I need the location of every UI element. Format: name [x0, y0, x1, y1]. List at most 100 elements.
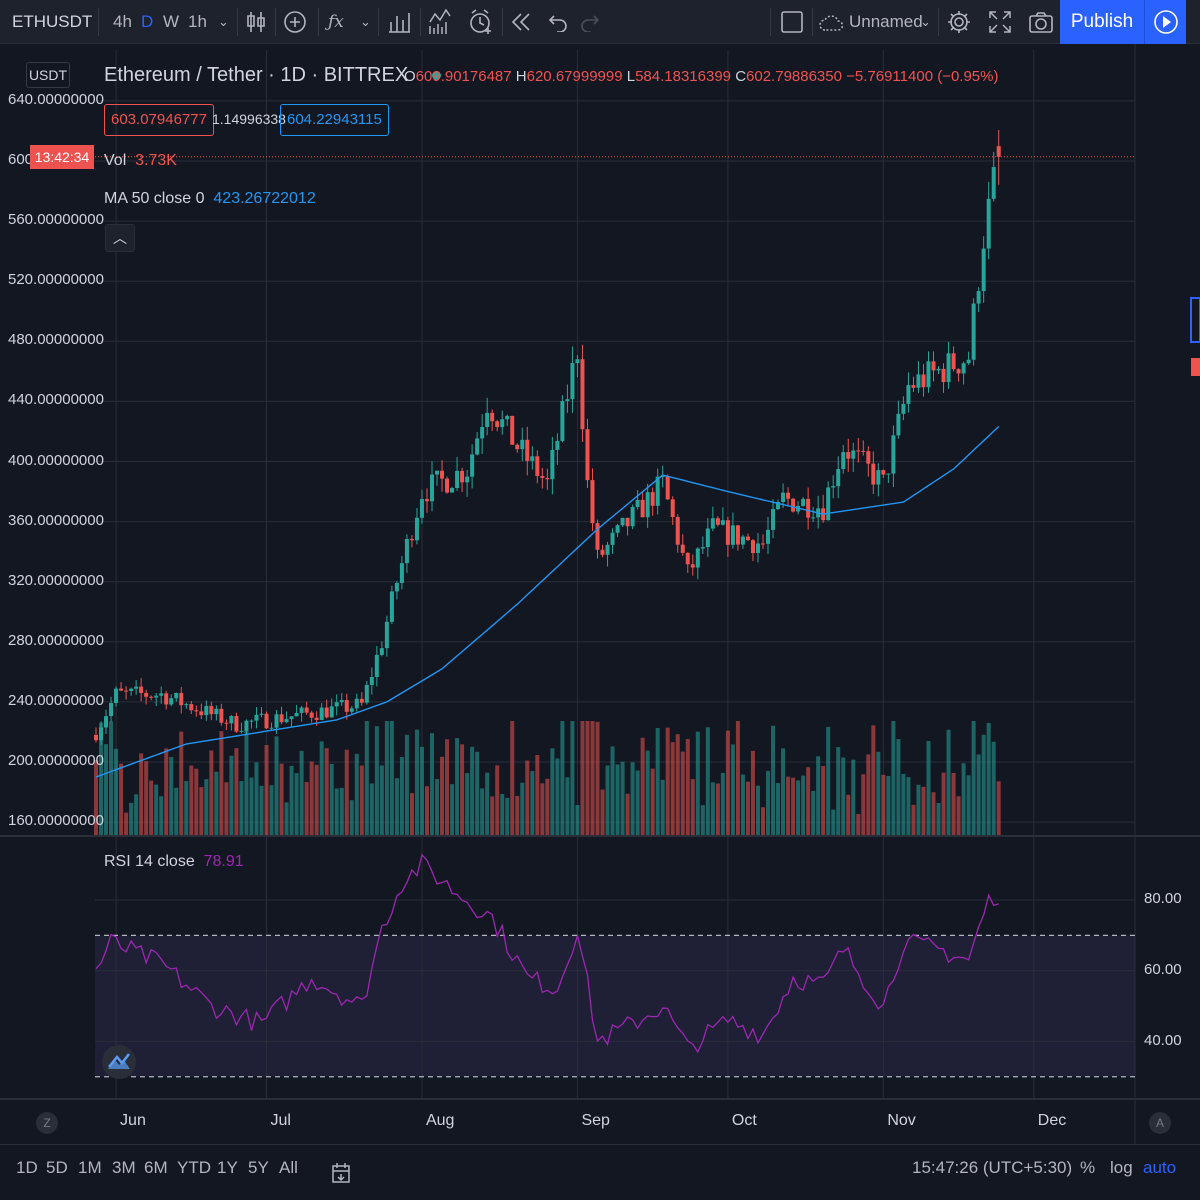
candle-body — [134, 686, 139, 689]
candle-body — [670, 499, 675, 518]
interval-w[interactable]: W — [163, 12, 180, 31]
candle-body — [450, 488, 455, 493]
camera-icon[interactable] — [1028, 10, 1054, 34]
candle-body — [705, 528, 710, 548]
sell-price-box[interactable]: 603.07946777 — [104, 104, 214, 136]
toolbar-divider — [378, 8, 379, 36]
rsi-legend[interactable]: RSI 14 close 78.91 — [104, 853, 244, 870]
interval-1h[interactable]: 1h — [188, 12, 207, 31]
indicators-dropdown-icon[interactable]: ⌄ — [360, 14, 371, 29]
volume-bar — [214, 771, 219, 836]
volume-bar — [334, 788, 339, 836]
redo-icon[interactable] — [580, 12, 600, 32]
play-button[interactable] — [1144, 0, 1186, 44]
expand-icon[interactable] — [988, 10, 1012, 34]
indicators-fx-icon[interactable]: ƒx — [328, 12, 344, 32]
layout-dropdown-icon[interactable]: ⌄ — [920, 14, 931, 29]
volume-bar — [821, 765, 826, 836]
candle-body — [209, 706, 214, 715]
settings-gear-icon[interactable] — [946, 9, 972, 35]
candle-body — [680, 544, 685, 553]
volume-bar — [394, 778, 399, 836]
range-button-all[interactable]: All — [279, 1158, 298, 1177]
auto-scale-toggle[interactable]: auto — [1143, 1158, 1177, 1177]
replay-icon[interactable] — [510, 12, 532, 32]
volume-bar — [881, 774, 886, 836]
ma-legend[interactable]: MA 50 close 0 423.26722012 — [104, 190, 316, 207]
market-status-icon — [431, 71, 441, 81]
volume-bar — [229, 755, 234, 836]
volume-bar — [595, 721, 600, 836]
buy-price-box[interactable]: 604.22943115 — [280, 104, 389, 136]
date-range-calendar-icon[interactable] — [330, 1160, 352, 1184]
range-button-5y[interactable]: 5Y — [248, 1158, 269, 1177]
compare-icon[interactable] — [428, 8, 452, 36]
interval-dropdown-icon[interactable]: ⌄ — [218, 14, 229, 29]
range-button-ytd[interactable]: YTD — [177, 1158, 211, 1177]
bottom-toolbar — [0, 1144, 1200, 1200]
volume-bar — [891, 721, 896, 836]
volume-bar — [961, 763, 966, 836]
right-scroll-handle[interactable] — [1190, 297, 1200, 343]
percent-scale-toggle[interactable]: % — [1080, 1158, 1096, 1177]
range-button-6m[interactable]: 6M — [144, 1158, 168, 1177]
volume-bar — [500, 793, 505, 836]
add-indicator-icon[interactable] — [283, 10, 307, 34]
price-axis-label: 640.00000000 — [8, 90, 104, 108]
timezone-clock[interactable]: 15:47:26 (UTC+5:30) — [912, 1158, 1073, 1177]
tradingview-logo[interactable] — [102, 1045, 136, 1079]
candle-body — [811, 517, 816, 519]
candle-body — [971, 303, 976, 360]
volume-bar — [419, 746, 424, 836]
interval-4h[interactable]: 4h — [113, 12, 132, 31]
volume-bar — [705, 727, 710, 836]
volume-bar — [364, 721, 369, 836]
range-button-1y[interactable]: 1Y — [217, 1158, 238, 1177]
candle-body — [154, 695, 159, 698]
symbol-search[interactable]: ETHUSDT — [12, 12, 93, 31]
candle-body — [700, 547, 705, 549]
volume-bar — [826, 726, 831, 836]
volume-bar — [555, 758, 560, 836]
candle-body — [299, 707, 304, 713]
volume-bar — [234, 748, 239, 836]
undo-icon[interactable] — [548, 12, 568, 32]
interval-d[interactable]: D — [141, 12, 154, 31]
layout-name[interactable]: Unnamed — [849, 12, 923, 31]
volume-bar — [675, 734, 680, 836]
fullscreen-box-icon[interactable] — [780, 10, 804, 34]
publish-button[interactable]: Publish — [1060, 0, 1144, 44]
candle-body — [745, 536, 750, 541]
candle-body — [229, 716, 234, 724]
volume-bar — [630, 762, 635, 836]
volume-legend[interactable]: Vol 3.73K — [104, 152, 177, 169]
log-scale-toggle[interactable]: log — [1110, 1158, 1133, 1177]
financials-icon[interactable] — [388, 10, 410, 34]
volume-bar — [465, 773, 470, 836]
candle-body — [916, 374, 921, 388]
range-button-3m[interactable]: 3M — [112, 1158, 136, 1177]
volume-bar — [745, 781, 750, 836]
price-axis-label: 200.00000000 — [8, 752, 104, 769]
candle-body — [776, 501, 781, 510]
candle-body — [344, 700, 349, 712]
range-button-5d[interactable]: 5D — [46, 1158, 68, 1177]
ma-value: 423.26722012 — [213, 190, 316, 207]
candle-type-icon[interactable] — [246, 10, 266, 34]
alert-clock-icon[interactable] — [468, 8, 494, 36]
volume-bar — [279, 763, 284, 836]
volume-bar — [314, 764, 319, 836]
open-value: 609.90176487 — [415, 68, 512, 85]
candle-body — [475, 438, 480, 455]
currency-badge[interactable]: USDT — [26, 62, 70, 88]
auto-scale-button[interactable]: A — [1149, 1112, 1171, 1134]
candle-body — [695, 548, 700, 568]
symbol-title[interactable]: Ethereum / Tether · 1D · BITTREX — [104, 64, 441, 87]
volume-bar — [324, 748, 329, 836]
collapse-legend-button[interactable]: ︿ — [105, 224, 135, 252]
candle-body — [570, 363, 575, 400]
range-button-1m[interactable]: 1M — [78, 1158, 102, 1177]
zoom-reset-button[interactable]: Z — [36, 1112, 58, 1134]
range-button-1d[interactable]: 1D — [16, 1158, 38, 1177]
